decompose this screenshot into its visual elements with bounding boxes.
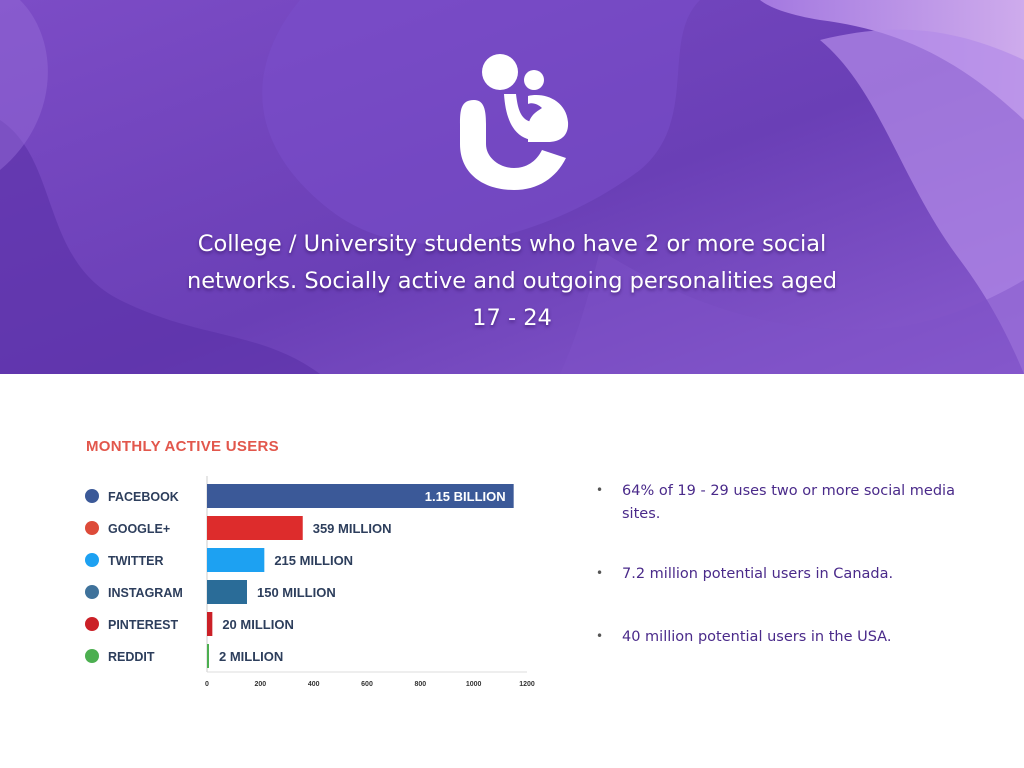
bar-google bbox=[207, 516, 303, 540]
bullet-item: 64% of 19 - 29 uses two or more social m… bbox=[592, 479, 982, 526]
twitter-icon bbox=[85, 553, 99, 567]
pinterest-icon bbox=[85, 617, 99, 631]
category-label-facebook: FACEBOOK bbox=[108, 490, 179, 504]
bar-facebook bbox=[207, 484, 514, 508]
hero-headline: College / University students who have 2… bbox=[186, 231, 838, 331]
data-label-twitter: 215 MILLION bbox=[274, 553, 353, 568]
x-tick-label: 800 bbox=[414, 681, 426, 688]
chart-title: MONTHLY ACTIVE USERS bbox=[86, 438, 279, 455]
x-tick-label: 1000 bbox=[466, 681, 482, 688]
category-label-twitter: TWITTER bbox=[108, 554, 164, 568]
category-label-pinterest: PINTEREST bbox=[108, 618, 179, 632]
facebook-icon bbox=[85, 489, 99, 503]
x-tick-label: 200 bbox=[254, 681, 266, 688]
bar-instagram bbox=[207, 580, 247, 604]
google-plus-icon bbox=[85, 521, 99, 535]
category-label-instagram: INSTAGRAM bbox=[108, 586, 183, 600]
monthly-active-users-chart: FACEBOOK 1.15 BILLION GOOGLE+ 359 MILLION TW… bbox=[78, 430, 540, 692]
category-label-google: GOOGLE+ bbox=[108, 522, 170, 536]
data-label-facebook: 1.15 BILLION bbox=[425, 489, 506, 504]
category-label-reddit: REDDIT bbox=[108, 650, 155, 664]
data-label-pinterest: 20 MILLION bbox=[222, 617, 294, 632]
x-tick-label: 0 bbox=[205, 681, 209, 688]
data-label-google: 359 MILLION bbox=[313, 521, 392, 536]
data-label-instagram: 150 MILLION bbox=[257, 585, 336, 600]
bullet-item: 40 million potential users in the USA. bbox=[592, 625, 982, 649]
bar-pinterest bbox=[207, 612, 213, 636]
bar-reddit bbox=[207, 644, 209, 668]
reddit-icon bbox=[85, 649, 99, 663]
audience-facts-list: 64% of 19 - 29 uses two or more social m… bbox=[592, 479, 982, 649]
x-tick-label: 1200 bbox=[519, 681, 535, 688]
two-person-hug-icon bbox=[460, 54, 569, 190]
instagram-icon bbox=[85, 585, 99, 599]
chart-canvas: FACEBOOK 1.15 BILLION GOOGLE+ 359 MILLION TW… bbox=[85, 476, 535, 688]
bullet-item: 7.2 million potential users in Canada. bbox=[592, 562, 982, 586]
x-tick-label: 600 bbox=[361, 681, 373, 688]
hero-banner: College / University students who have 2… bbox=[0, 0, 1024, 374]
x-tick-label: 400 bbox=[308, 681, 320, 688]
data-label-reddit: 2 MILLION bbox=[219, 649, 283, 664]
bar-twitter bbox=[207, 548, 265, 572]
